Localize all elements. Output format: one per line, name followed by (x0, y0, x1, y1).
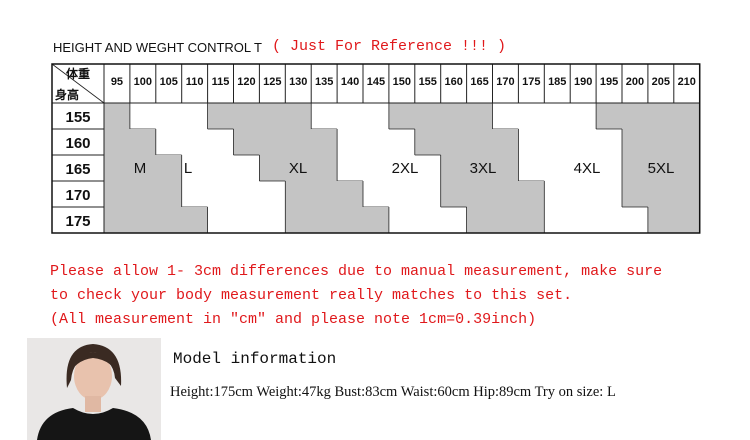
weight-label: 165 (470, 76, 488, 88)
height-label: 170 (65, 187, 90, 204)
weight-label: 190 (574, 76, 592, 88)
model-details: Height:175cm Weight:47kg Bust:83cm Waist… (170, 384, 616, 400)
corner-label: 体重 (66, 66, 90, 81)
size-region (259, 155, 338, 181)
weight-label: 95 (111, 76, 123, 88)
header-row (52, 64, 700, 103)
size-region (596, 103, 700, 129)
weight-label: 145 (367, 76, 385, 88)
weight-label: 210 (678, 76, 696, 88)
size-region (207, 103, 312, 129)
size-region (440, 155, 519, 181)
weight-label: 140 (341, 76, 359, 88)
height-label: 165 (65, 161, 90, 178)
size-region (285, 207, 389, 233)
size-region (233, 129, 338, 155)
weight-label: 105 (160, 76, 178, 88)
size-label: XL (289, 160, 307, 177)
weight-label: 150 (393, 76, 411, 88)
size-label: 2XL (392, 160, 419, 177)
size-label: 5XL (648, 160, 675, 177)
size-region (104, 181, 182, 207)
size-region (466, 207, 545, 233)
corner-diagonal (51, 63, 105, 104)
weight-label: 175 (522, 76, 540, 88)
weight-label: 170 (496, 76, 514, 88)
weight-label: 200 (626, 76, 644, 88)
weight-label: 120 (237, 76, 255, 88)
size-label: 3XL (470, 160, 497, 177)
size-region (414, 129, 519, 155)
model-photo (27, 338, 161, 440)
height-label: 160 (65, 135, 90, 152)
reference-note: ( Just For Reference !!! ) (272, 38, 507, 55)
weight-label: 185 (548, 76, 566, 88)
size-region (622, 155, 700, 181)
size-region (285, 181, 363, 207)
size-label: 4XL (574, 160, 601, 177)
size-region (104, 129, 156, 155)
title: HEIGHT AND WEGHT CONTROL T (53, 40, 262, 55)
weight-label: 110 (186, 76, 204, 88)
weight-label: 115 (212, 76, 230, 88)
weight-label: 100 (134, 76, 152, 88)
note-line: (All measurement in "cm" and please note… (50, 311, 537, 328)
size-region (622, 129, 700, 155)
table-border (51, 63, 701, 234)
note-line: Please allow 1- 3cm differences due to m… (50, 263, 663, 280)
weight-label: 135 (315, 76, 333, 88)
model-heading: Model information (173, 350, 337, 368)
weight-label: 160 (444, 76, 462, 88)
weight-label: 125 (263, 76, 281, 88)
size-region (440, 181, 545, 207)
weight-label: 130 (289, 76, 307, 88)
size-region (104, 207, 208, 233)
corner-label: 身高 (55, 87, 79, 102)
height-label: 155 (65, 109, 90, 126)
size-table: 95 100 105 110 115 120 125 130 135 140 145 150 155 16… (51, 63, 701, 234)
weight-label: 205 (652, 76, 670, 88)
size-region (104, 103, 130, 129)
note-line: to check your body measurement really ma… (50, 287, 573, 304)
weight-label: 195 (600, 76, 618, 88)
weight-label: 155 (419, 76, 437, 88)
size-region (104, 155, 182, 181)
size-label: M (134, 160, 147, 177)
size-region (622, 181, 700, 207)
height-label: 175 (65, 213, 90, 230)
size-label: L (184, 160, 192, 177)
size-region (647, 207, 700, 233)
size-region (388, 103, 493, 129)
